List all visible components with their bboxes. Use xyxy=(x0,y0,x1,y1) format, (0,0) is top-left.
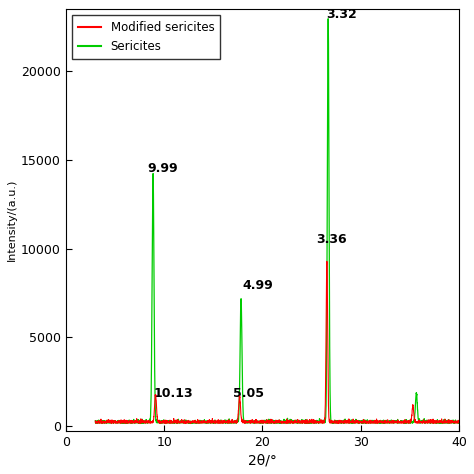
Text: 3.32: 3.32 xyxy=(327,8,357,21)
Text: 10.13: 10.13 xyxy=(154,387,193,401)
Text: 3.36: 3.36 xyxy=(317,233,347,246)
Legend: Modified sericites, Sericites: Modified sericites, Sericites xyxy=(72,15,220,59)
X-axis label: 2θ/°: 2θ/° xyxy=(248,453,277,467)
Y-axis label: Intensity/(a.u.): Intensity/(a.u.) xyxy=(7,179,17,261)
Text: 9.99: 9.99 xyxy=(147,162,178,175)
Text: 5.05: 5.05 xyxy=(233,387,264,401)
Text: 4.99: 4.99 xyxy=(243,279,273,292)
